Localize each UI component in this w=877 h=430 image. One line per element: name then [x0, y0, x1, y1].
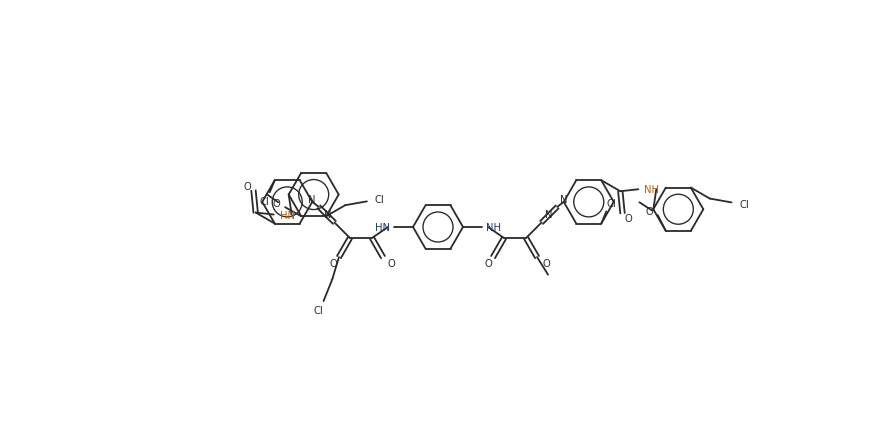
Text: NH: NH: [645, 185, 660, 195]
Text: O: O: [388, 258, 396, 268]
Text: HN: HN: [375, 222, 390, 233]
Text: N: N: [560, 194, 567, 204]
Text: O: O: [484, 258, 492, 268]
Text: O: O: [624, 214, 632, 224]
Text: O: O: [273, 199, 280, 209]
Text: N: N: [545, 210, 553, 220]
Text: O: O: [329, 258, 337, 268]
Text: N: N: [324, 210, 332, 220]
Text: Cl: Cl: [260, 197, 269, 207]
Text: Cl: Cl: [606, 198, 617, 208]
Text: Cl: Cl: [314, 305, 324, 315]
Text: HN: HN: [280, 210, 295, 220]
Text: O: O: [244, 181, 252, 191]
Text: Cl: Cl: [374, 195, 385, 205]
Text: Cl: Cl: [739, 200, 749, 210]
Text: NH: NH: [486, 222, 501, 233]
Text: O: O: [542, 258, 550, 268]
Text: O: O: [645, 207, 652, 217]
Text: N: N: [309, 194, 316, 204]
